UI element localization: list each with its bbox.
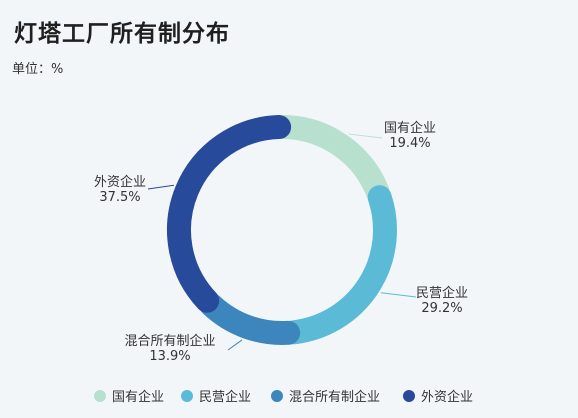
leader-line-4 [147, 184, 174, 190]
slice-value-2: 29.2% [421, 301, 462, 316]
leader-line-2 [380, 292, 417, 298]
slice-1 [272, 115, 390, 204]
slice-value-3: 13.9% [149, 349, 190, 364]
slice-value-1: 19.4% [389, 136, 430, 151]
slice-label-2: 民营企业 [416, 285, 468, 301]
slice-label-4: 外资企业 [94, 174, 146, 190]
legend-swatch-3 [271, 390, 283, 402]
slice-3 [199, 292, 301, 345]
legend-label-3: 混合所有制企业 [289, 389, 380, 405]
chart-title: 灯塔工厂所有制分布 [14, 21, 230, 47]
legend-label-2: 民营企业 [199, 389, 251, 405]
unit-label: 单位：% [12, 62, 64, 77]
legend-label-1: 国有企业 [112, 389, 164, 405]
slice-label-1: 国有企业 [384, 120, 436, 136]
slice-label-3: 混合所有制企业 [124, 333, 215, 349]
legend-swatch-2 [181, 390, 193, 402]
slice-4 [167, 115, 292, 313]
slice-value-4: 37.5% [99, 190, 140, 205]
legend-swatch-1 [94, 390, 106, 402]
slice-2 [281, 185, 397, 345]
legend-swatch-4 [403, 390, 415, 402]
leader-line-1 [348, 133, 383, 139]
leader-line-3 [227, 339, 243, 351]
legend-label-4: 外资企业 [421, 389, 473, 405]
